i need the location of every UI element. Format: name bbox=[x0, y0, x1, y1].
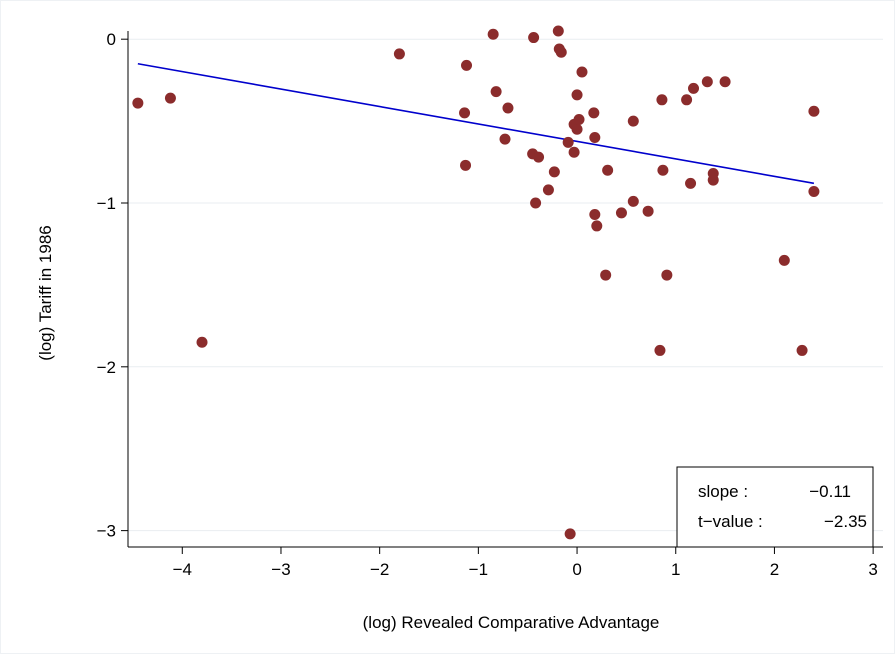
x-tick-label: −1 bbox=[469, 560, 488, 579]
data-point bbox=[533, 151, 545, 163]
point-layer bbox=[132, 25, 820, 540]
y-tick-label: −1 bbox=[97, 194, 116, 213]
data-point bbox=[196, 336, 208, 348]
data-point bbox=[548, 166, 560, 178]
data-point bbox=[602, 164, 614, 176]
data-point bbox=[502, 102, 514, 114]
data-point bbox=[461, 59, 473, 71]
x-tick-label: −3 bbox=[271, 560, 290, 579]
data-point bbox=[528, 32, 540, 44]
x-axis-label: (log) Revealed Comparative Advantage bbox=[363, 613, 660, 632]
data-point bbox=[573, 113, 585, 125]
x-tick-label: −4 bbox=[173, 560, 192, 579]
data-point bbox=[460, 159, 472, 171]
data-point bbox=[576, 66, 588, 78]
x-tick-label: 2 bbox=[770, 560, 779, 579]
data-point bbox=[542, 184, 554, 196]
fit-line bbox=[137, 62, 815, 185]
data-point bbox=[685, 177, 697, 189]
data-point bbox=[627, 195, 639, 207]
x-tick-label: 3 bbox=[868, 560, 877, 579]
data-point bbox=[459, 107, 471, 119]
tvalue-label: t−value : bbox=[698, 512, 763, 531]
axis-layer: 0 −1 −2 −3 −4 −3 −2 −1 0 1 2 3 bbox=[97, 30, 883, 579]
y-tick-label: 0 bbox=[107, 30, 116, 49]
data-point bbox=[707, 174, 719, 186]
data-point bbox=[627, 115, 639, 127]
data-point bbox=[589, 208, 601, 220]
data-point bbox=[808, 105, 820, 117]
data-point bbox=[657, 164, 669, 176]
data-point bbox=[132, 97, 144, 109]
data-point bbox=[642, 205, 654, 217]
data-point bbox=[552, 25, 564, 37]
data-point bbox=[393, 48, 405, 60]
y-tick-label: −2 bbox=[97, 358, 116, 377]
data-point bbox=[490, 86, 502, 98]
data-point bbox=[555, 46, 567, 58]
data-point bbox=[589, 131, 601, 143]
slope-label: slope : bbox=[698, 482, 748, 501]
data-point bbox=[591, 220, 603, 232]
x-tick-label: 0 bbox=[572, 560, 581, 579]
data-point bbox=[568, 146, 580, 158]
fit-layer bbox=[137, 62, 815, 185]
x-tick-label: 1 bbox=[671, 560, 680, 579]
data-point bbox=[487, 28, 499, 40]
data-point bbox=[499, 133, 511, 145]
data-point bbox=[654, 344, 666, 356]
data-point bbox=[615, 207, 627, 219]
data-point bbox=[808, 186, 820, 198]
data-point bbox=[164, 92, 176, 104]
data-point bbox=[661, 269, 673, 281]
stats-box: slope : −0.11 t−value : −2.35 bbox=[676, 466, 874, 548]
data-point bbox=[564, 528, 576, 540]
y-tick-label: −3 bbox=[97, 522, 116, 541]
stats-box-frame bbox=[676, 466, 874, 548]
tvalue-value: −2.35 bbox=[824, 512, 867, 531]
data-point bbox=[719, 76, 731, 88]
data-point bbox=[571, 89, 583, 101]
data-point bbox=[656, 94, 668, 106]
data-point bbox=[681, 94, 693, 106]
data-point bbox=[778, 254, 790, 266]
y-axis-label: (log) Tariff in 1986 bbox=[36, 225, 55, 360]
data-point bbox=[562, 136, 574, 148]
data-point bbox=[530, 197, 542, 209]
slope-value: −0.11 bbox=[809, 482, 851, 501]
data-point bbox=[600, 269, 612, 281]
data-point bbox=[571, 123, 583, 135]
data-point bbox=[688, 82, 700, 94]
x-tick-label: −2 bbox=[370, 560, 389, 579]
data-point bbox=[588, 107, 600, 119]
data-point bbox=[796, 344, 808, 356]
data-point bbox=[701, 76, 713, 88]
